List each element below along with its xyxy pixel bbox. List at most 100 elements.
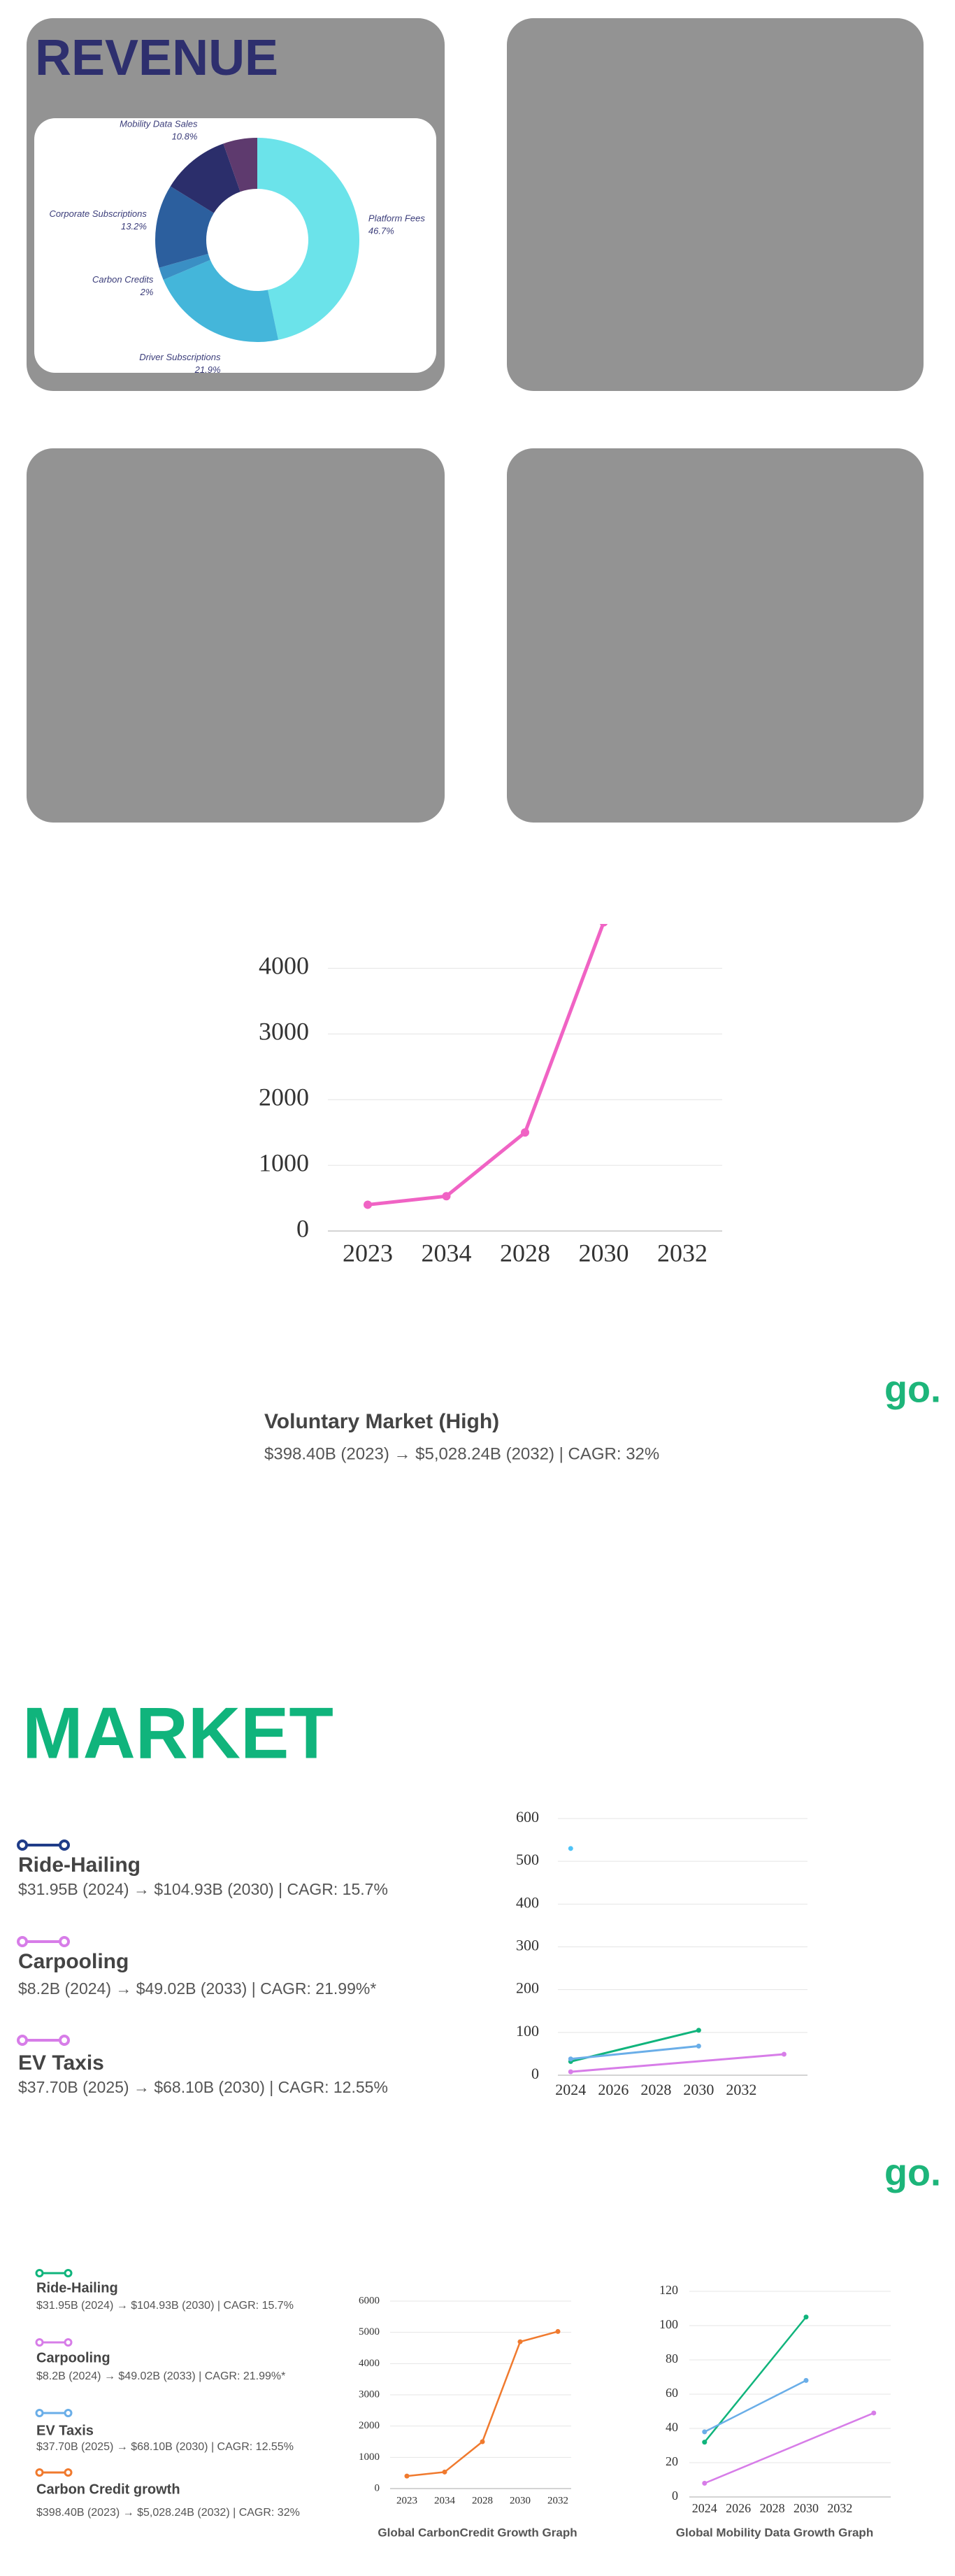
legend-detail: $398.40B (2023) → $5,028.24B (2032) | CA… xyxy=(36,2507,300,2519)
legend-detail: $37.70B (2025) → $68.10B (2030) | CAGR: … xyxy=(36,2441,294,2453)
slice-value: 10.8% xyxy=(172,131,198,142)
slice-label: Platform Fees xyxy=(368,213,425,224)
slice-label: Corporate Subscriptions xyxy=(49,208,147,219)
y-tick-label: 0 xyxy=(375,2482,380,2493)
voluntary-title: Voluntary Market (High) xyxy=(264,1410,499,1433)
legend-detail: $37.70B (2025) → $68.10B (2030) | CAGR: … xyxy=(18,2078,388,2096)
empty-card xyxy=(507,18,924,391)
y-tick-label: 5000 xyxy=(359,2326,380,2337)
data-point xyxy=(517,2339,523,2344)
data-line xyxy=(704,2412,875,2484)
empty-card xyxy=(507,448,924,823)
data-point xyxy=(696,2043,701,2049)
x-tick-label: 2030 xyxy=(683,2081,714,2098)
x-tick-label: 2023 xyxy=(343,1239,393,1267)
x-tick-label: 2034 xyxy=(422,1239,472,1267)
legend-icon-dot xyxy=(17,1936,28,1947)
data-point xyxy=(599,924,608,927)
logo: go. xyxy=(884,2151,941,2193)
empty-card xyxy=(27,448,445,823)
y-tick-label: 120 xyxy=(659,2283,678,2297)
y-tick-label: 40 xyxy=(666,2420,678,2434)
y-tick-label: 500 xyxy=(516,1851,539,1868)
data-line xyxy=(703,2316,807,2443)
data-point xyxy=(480,2439,485,2445)
legend-title: Carpooling xyxy=(18,1950,129,1973)
y-tick-label: 20 xyxy=(666,2454,678,2468)
legend-icon-dot xyxy=(64,2338,73,2347)
plot-area xyxy=(364,897,687,1209)
legend-detail: $8.2B (2024) → $49.02B (2033) | CAGR: 21… xyxy=(36,2370,285,2382)
x-tick-label: 2030 xyxy=(510,2495,531,2506)
x-tick-label: 2028 xyxy=(500,1239,550,1267)
x-tick-label: 2032 xyxy=(827,2501,852,2515)
y-tick-label: 100 xyxy=(516,2022,539,2040)
slice-label: Driver Subscriptions xyxy=(139,352,221,362)
data-point xyxy=(364,1200,372,1209)
x-tick-label: 2024 xyxy=(692,2501,717,2515)
data-point xyxy=(702,2440,708,2445)
legend-detail: $8.2B (2024) → $49.02B (2033) | CAGR: 21… xyxy=(18,1979,376,1998)
data-point xyxy=(521,1128,529,1137)
legend-icon-dot xyxy=(59,1840,70,1851)
x-tick-label: 2032 xyxy=(657,1239,708,1267)
chart-caption: Global Mobility Data Growth Graph xyxy=(676,2526,873,2539)
donut-slice xyxy=(163,259,279,342)
legend-icon-dot xyxy=(35,2468,44,2477)
legend-icon-dot xyxy=(64,2468,73,2477)
data-point xyxy=(404,2473,410,2479)
voluntary-detail: $398.40B (2023) → $5,028.24B (2032) | CA… xyxy=(264,1444,659,1463)
legend-title: EV Taxis xyxy=(18,2051,104,2075)
logo: go. xyxy=(884,1368,941,1410)
legend-title: Ride-Hailing xyxy=(18,1853,141,1877)
legend-icon-dot xyxy=(17,2035,28,2046)
slice-value: 46.7% xyxy=(368,226,394,236)
legend-title: Carpooling xyxy=(36,2350,110,2365)
data-point xyxy=(803,2377,809,2383)
y-tick-label: 1000 xyxy=(259,1148,309,1176)
y-tick-label: 200 xyxy=(516,1979,539,1997)
legend-icon-dot xyxy=(59,2035,70,2046)
plot-area xyxy=(404,2328,561,2479)
x-tick-label: 2026 xyxy=(726,2501,751,2515)
y-tick-label: 3000 xyxy=(359,2389,380,2400)
legend-title: Ride-Hailing xyxy=(36,2280,118,2296)
data-line xyxy=(570,2053,784,2073)
data-point xyxy=(781,2051,787,2057)
legend-icon-dot xyxy=(35,2269,44,2277)
y-tick-label: 400 xyxy=(516,1893,539,1911)
data-point xyxy=(568,1846,573,1851)
y-tick-label: 0 xyxy=(296,1214,309,1242)
market-title: MARKET xyxy=(22,1693,333,1774)
legend-icon-dot xyxy=(17,1840,28,1851)
legend-icon-dot xyxy=(59,1936,70,1947)
data-point xyxy=(803,2314,809,2320)
legend-detail: $31.95B (2024) → $104.93B (2030) | CAGR:… xyxy=(36,2300,294,2312)
plot-area xyxy=(568,1846,787,2075)
y-tick-label: 600 xyxy=(516,1808,539,1826)
data-point xyxy=(696,2028,701,2033)
donut-slice xyxy=(155,186,214,268)
y-tick-label: 4000 xyxy=(359,2358,380,2369)
data-point xyxy=(678,897,687,905)
y-tick-label: 2000 xyxy=(259,1083,309,1111)
donut-slice xyxy=(223,138,257,192)
x-tick-label: 2030 xyxy=(579,1239,629,1267)
data-point xyxy=(442,1192,451,1201)
y-tick-label: 3000 xyxy=(259,1018,309,1046)
legend-icon-dot xyxy=(35,2338,44,2347)
legend-title: Carbon Credit growth xyxy=(36,2482,180,2497)
legend-icon-dot xyxy=(64,2269,73,2277)
x-tick-label: 2026 xyxy=(598,2081,629,2098)
x-tick-label: 2023 xyxy=(396,2495,417,2506)
y-tick-label: 100 xyxy=(659,2317,678,2331)
slice-value: 2% xyxy=(140,287,154,297)
x-tick-label: 2032 xyxy=(726,2081,756,2098)
y-tick-label: 2000 xyxy=(359,2420,380,2431)
y-tick-label: 6000 xyxy=(359,2295,380,2306)
slice-label: Carbon Credits xyxy=(92,274,154,285)
slice-label: Mobility Data Sales xyxy=(120,119,198,129)
data-point xyxy=(555,2328,561,2334)
y-tick-label: 4000 xyxy=(259,952,309,980)
